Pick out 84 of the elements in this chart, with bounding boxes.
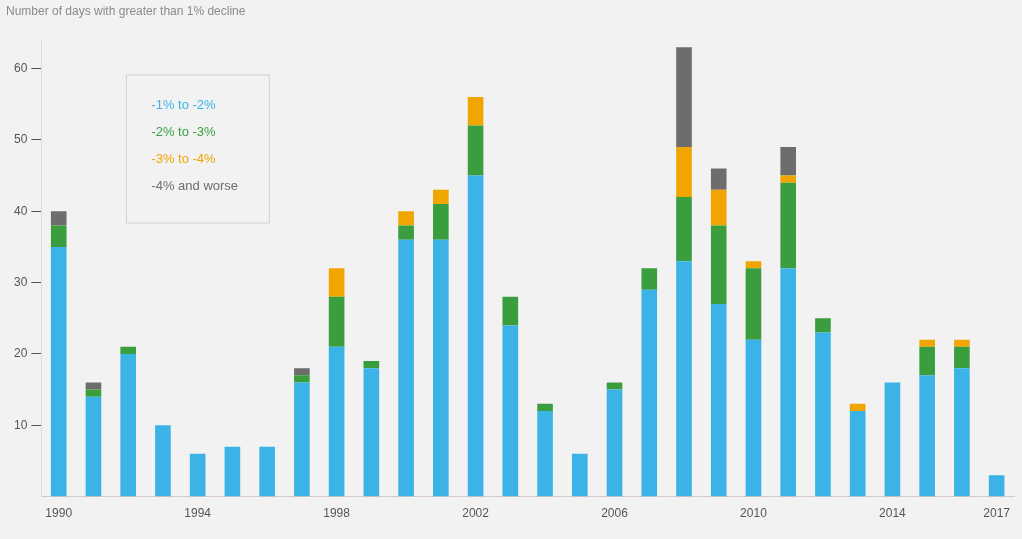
bar bbox=[954, 368, 970, 497]
bar bbox=[294, 382, 310, 497]
bar bbox=[328, 296, 345, 347]
bar bbox=[398, 239, 414, 497]
bar bbox=[641, 289, 658, 497]
y-tick-label: 30 bbox=[13, 274, 28, 289]
text: -4% and worse bbox=[151, 177, 239, 193]
bar bbox=[780, 147, 797, 176]
bar bbox=[849, 410, 866, 497]
text: -1% to -2% bbox=[151, 96, 217, 112]
bar bbox=[537, 410, 553, 497]
bar bbox=[988, 475, 1005, 497]
bar bbox=[363, 361, 380, 369]
bar bbox=[50, 246, 67, 497]
bar bbox=[433, 204, 449, 240]
y-tick-label: 10 bbox=[13, 417, 28, 432]
bar bbox=[120, 346, 137, 354]
text: -2% to -3% bbox=[151, 123, 217, 139]
bar bbox=[294, 368, 310, 376]
bar bbox=[780, 268, 797, 497]
bar bbox=[398, 211, 414, 226]
bar bbox=[954, 346, 970, 369]
bar bbox=[328, 268, 345, 297]
x-tick-label: 2002 bbox=[462, 506, 490, 521]
bar bbox=[710, 189, 727, 226]
bar bbox=[710, 303, 727, 497]
bar bbox=[710, 168, 727, 190]
bar bbox=[676, 47, 692, 148]
bar bbox=[50, 211, 67, 226]
x-tick-label: 1990 bbox=[45, 506, 73, 521]
bar bbox=[85, 389, 102, 397]
y-tick-label: 40 bbox=[13, 203, 28, 218]
bar bbox=[780, 182, 797, 269]
bar bbox=[641, 268, 658, 290]
bar bbox=[815, 332, 831, 497]
bar bbox=[259, 446, 275, 497]
bar bbox=[363, 368, 380, 497]
chart-title: Number of days with greater than 1% decline bbox=[6, 4, 246, 18]
x-tick-label: 2006 bbox=[601, 506, 629, 521]
bar bbox=[884, 382, 901, 497]
bar bbox=[224, 446, 241, 497]
bar bbox=[606, 389, 623, 497]
bar bbox=[502, 296, 519, 326]
text: -3% to -4% bbox=[151, 150, 217, 166]
bar bbox=[467, 125, 484, 176]
bar bbox=[919, 375, 935, 497]
bar bbox=[745, 261, 762, 269]
bar bbox=[328, 346, 345, 497]
x-tick-label: 1994 bbox=[184, 506, 212, 521]
bar bbox=[954, 339, 970, 347]
bar bbox=[433, 189, 449, 205]
bar bbox=[155, 425, 171, 497]
y-tick-label: 50 bbox=[13, 132, 28, 147]
bar bbox=[85, 396, 102, 497]
bar bbox=[467, 175, 484, 497]
bar bbox=[710, 225, 727, 304]
bar bbox=[676, 196, 692, 262]
bar bbox=[50, 225, 67, 247]
bar bbox=[919, 339, 935, 347]
bar bbox=[676, 261, 692, 497]
x-tick-label: 1998 bbox=[323, 506, 351, 521]
bar bbox=[467, 97, 484, 126]
bar bbox=[676, 147, 692, 197]
bar bbox=[780, 175, 797, 183]
y-tick-label: 20 bbox=[13, 346, 28, 361]
bar bbox=[120, 353, 137, 497]
y-tick-label: 60 bbox=[13, 60, 28, 75]
x-tick-label: 2010 bbox=[740, 506, 768, 521]
bar bbox=[849, 403, 866, 411]
bar bbox=[189, 453, 206, 497]
bar bbox=[815, 318, 831, 333]
bar bbox=[433, 239, 449, 497]
bar bbox=[85, 382, 102, 390]
bar bbox=[571, 453, 588, 497]
bar bbox=[919, 346, 935, 376]
bar bbox=[294, 375, 310, 383]
bar bbox=[745, 339, 762, 497]
bar bbox=[502, 325, 519, 497]
bar bbox=[537, 403, 553, 411]
bar bbox=[745, 268, 762, 340]
bar bbox=[398, 225, 414, 240]
bar bbox=[606, 382, 623, 390]
x-tick-label: 2014 bbox=[879, 506, 907, 521]
x-tick-label: 2017 bbox=[983, 506, 1011, 521]
